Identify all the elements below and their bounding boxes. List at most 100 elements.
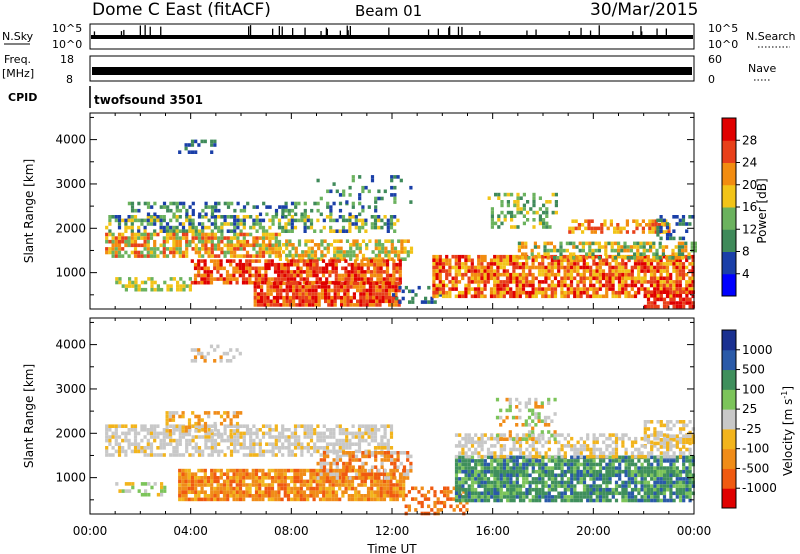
velocity-cell	[293, 468, 297, 473]
velocity-cell	[458, 491, 462, 496]
power-cell	[657, 223, 661, 227]
power-cell	[581, 241, 585, 246]
power-cell	[393, 175, 397, 179]
velocity-cell	[345, 442, 349, 446]
power-cell	[339, 253, 343, 258]
power-cell	[613, 248, 617, 253]
power-cell	[233, 218, 237, 223]
velocity-cell	[299, 476, 303, 480]
power-cell	[521, 290, 526, 295]
power-cell	[130, 225, 134, 230]
power-cell	[522, 214, 526, 218]
power-cell	[359, 299, 363, 304]
power-cell	[361, 257, 366, 261]
power-cell	[190, 139, 195, 144]
velocity-cell	[217, 453, 221, 457]
power-cell	[653, 304, 657, 309]
power-cell	[318, 270, 322, 274]
power-cell	[650, 294, 654, 298]
power-cell	[547, 265, 551, 270]
power-cell	[435, 294, 439, 299]
velocity-cell	[598, 477, 603, 481]
velocity-cell	[608, 491, 612, 496]
velocity-cell	[370, 494, 374, 498]
velocity-cell	[389, 490, 393, 494]
power-cell	[589, 280, 593, 284]
power-cell	[595, 294, 599, 299]
power-cell	[589, 265, 593, 270]
velocity-cell	[380, 435, 384, 439]
power-cell	[277, 270, 281, 274]
power-cell	[659, 297, 663, 302]
power-cell	[512, 272, 516, 277]
power-cell	[643, 304, 647, 309]
power-cell	[677, 252, 681, 256]
power-cell	[576, 283, 580, 288]
power-cell	[384, 246, 388, 251]
velocity-cell	[502, 491, 507, 496]
power-cell	[343, 299, 347, 304]
power-cell	[627, 276, 631, 281]
velocity-cell	[354, 454, 359, 459]
power-cell	[242, 215, 246, 219]
velocity-cell	[210, 479, 214, 484]
velocity-cell	[290, 490, 294, 494]
power-cell	[541, 272, 545, 277]
velocity-cell	[187, 429, 192, 433]
velocity-cell	[201, 453, 205, 457]
velocity-cell	[499, 498, 503, 503]
power-cell	[684, 248, 688, 253]
power-cell	[617, 290, 622, 295]
velocity-cell	[172, 438, 176, 443]
velocity-cell	[351, 431, 355, 436]
power-cell	[130, 239, 134, 244]
power-cell	[233, 208, 237, 213]
power-cell	[616, 223, 620, 227]
velocity-cell	[168, 429, 172, 433]
velocity-cell	[316, 435, 320, 439]
power-cell	[254, 273, 258, 278]
velocity-cell	[538, 480, 542, 485]
power-cell	[675, 283, 679, 288]
power-cell	[427, 300, 431, 304]
y-tick-label: 2000	[55, 221, 86, 235]
power-cell	[370, 222, 374, 226]
noise-spike	[461, 26, 463, 36]
velocity-cell	[643, 459, 647, 463]
velocity-cell	[345, 446, 349, 450]
velocity-cell	[216, 432, 220, 437]
velocity-cell	[573, 477, 577, 481]
power-cell	[117, 215, 122, 219]
velocity-cell	[433, 504, 437, 509]
velocity-cell	[153, 435, 157, 439]
power-cell	[337, 259, 342, 263]
power-cell	[286, 273, 290, 278]
power-cell	[534, 258, 538, 263]
power-cell	[461, 254, 465, 259]
velocity-cell	[210, 438, 214, 443]
velocity-cell	[226, 486, 230, 491]
velocity-cell	[181, 435, 186, 439]
power-cell	[681, 287, 686, 291]
power-cell	[544, 294, 548, 299]
power-cell	[130, 236, 134, 240]
velocity-cell	[427, 490, 431, 494]
power-cell	[566, 283, 570, 288]
velocity-cell	[226, 479, 230, 484]
velocity-cell	[204, 442, 208, 446]
velocity-cell	[184, 494, 188, 498]
velocity-cell	[226, 435, 230, 439]
velocity-cell	[509, 480, 513, 485]
velocity-cell	[627, 469, 631, 474]
velocity-cell	[329, 469, 333, 473]
velocity-cell	[544, 498, 548, 503]
velocity-cell	[608, 487, 612, 492]
velocity-cell	[373, 424, 378, 428]
velocity-cell	[420, 504, 424, 509]
power-cell	[303, 218, 307, 223]
velocity-cell	[181, 479, 185, 484]
velocity-cell	[203, 429, 208, 433]
velocity-cell	[589, 473, 593, 478]
velocity-cell	[621, 455, 625, 460]
power-cell	[185, 236, 189, 240]
